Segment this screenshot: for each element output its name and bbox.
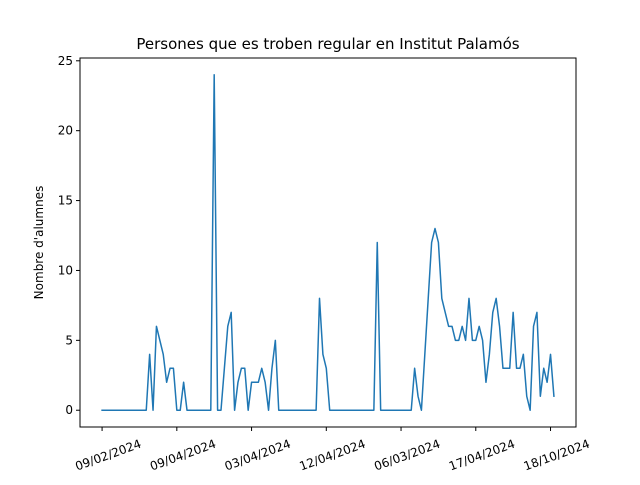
y-tick-label: 5: [65, 333, 73, 347]
y-tick-label: 10: [58, 263, 73, 277]
plot-area: [101, 74, 555, 411]
y-tick-label: 0: [65, 403, 73, 417]
y-tick-label: 25: [58, 54, 73, 68]
y-axis-label: Nombre d'alumnes: [32, 186, 46, 300]
chart-title: Persones que es troben regular en Instit…: [136, 35, 519, 53]
y-axis-ticks: 0 5 10 15 20 25: [58, 54, 80, 417]
y-tick-label: 20: [58, 124, 73, 138]
y-tick-label: 15: [58, 194, 73, 208]
series-line: [101, 74, 555, 411]
plot-frame: [79, 57, 577, 428]
